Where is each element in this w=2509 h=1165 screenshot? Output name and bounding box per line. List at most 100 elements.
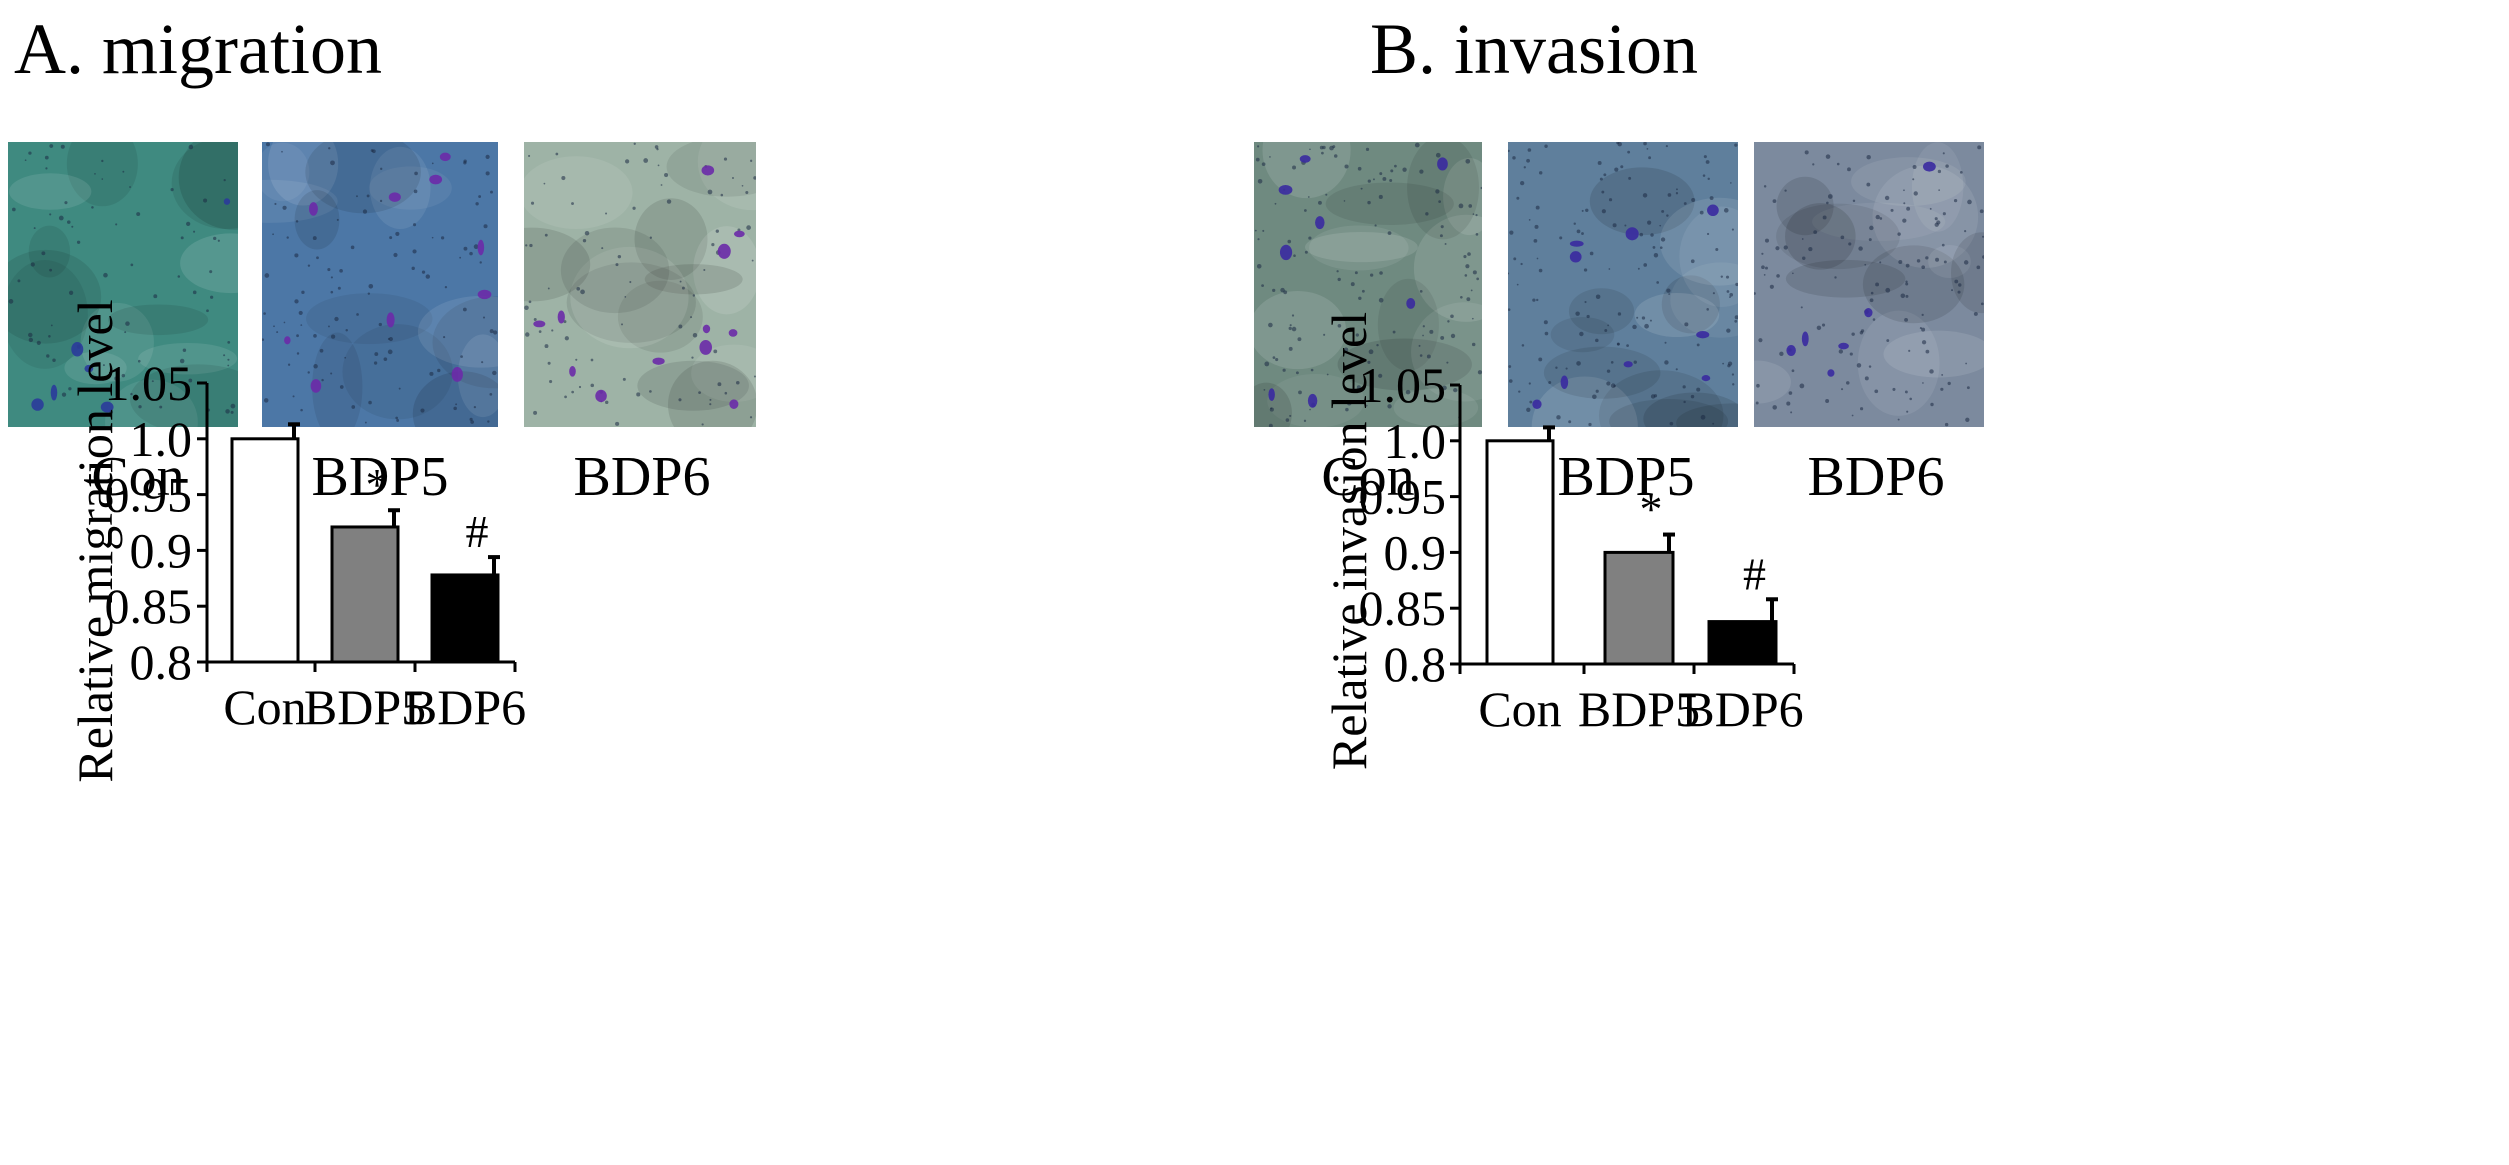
- pore-dot: [1272, 356, 1276, 359]
- pore-dot: [1938, 189, 1940, 192]
- pore-dot: [182, 348, 187, 352]
- pore-dot: [115, 223, 118, 226]
- pore-dot: [691, 356, 694, 359]
- pore-dot: [1289, 414, 1292, 417]
- pore-dot: [1864, 376, 1869, 381]
- pore-dot: [1289, 324, 1292, 327]
- pore-dot: [1405, 389, 1411, 395]
- pore-dot: [1351, 354, 1354, 357]
- pore-dot: [364, 421, 367, 424]
- pore-dot: [1858, 246, 1863, 251]
- pore-dot: [1900, 293, 1906, 299]
- pore-dot: [1903, 202, 1906, 205]
- pore-dot: [1665, 145, 1668, 148]
- pore-dot: [1446, 361, 1449, 364]
- pore-dot: [538, 330, 542, 333]
- pore-dot: [1274, 202, 1277, 205]
- micrograph-shade: [1254, 290, 1347, 370]
- micrograph-shade: [1660, 197, 1738, 286]
- pore-dot: [1941, 373, 1944, 376]
- pore-dot: [1734, 143, 1738, 147]
- stained-cell: [223, 198, 231, 205]
- pore-dot: [312, 236, 317, 241]
- pore-dot: [431, 236, 434, 239]
- stained-cell: [702, 324, 711, 334]
- pore-dot: [1791, 369, 1795, 373]
- pore-dot: [1444, 243, 1447, 245]
- pore-dot: [351, 405, 356, 409]
- pore-dot: [274, 202, 277, 206]
- pore-dot: [294, 299, 299, 304]
- y-tick-label: 0.9: [1384, 524, 1447, 580]
- pore-dot: [1539, 171, 1543, 175]
- micrograph-shade: [268, 142, 339, 206]
- pore-dot: [1628, 176, 1632, 180]
- significance-marker: *: [366, 459, 389, 510]
- micrograph-shade: [108, 304, 209, 336]
- pore-dot: [1898, 260, 1903, 265]
- panel-b-invasion: B. invasion Con BDP5 BDP6 0.8 0.85 0.9 0.95…: [1254, 0, 2509, 1165]
- pore-dot: [590, 358, 594, 362]
- pore-dot: [33, 227, 36, 230]
- bar-bdp5: [1603, 550, 1675, 666]
- pore-dot: [345, 329, 348, 332]
- pore-dot: [1840, 235, 1845, 240]
- pore-dot: [1460, 295, 1463, 299]
- micrograph-shade: [1531, 376, 1638, 427]
- pore-dot: [64, 201, 68, 205]
- pore-dot: [398, 387, 401, 390]
- pore-dot: [1755, 401, 1759, 405]
- micrograph-shade: [1785, 259, 1906, 298]
- pore-dot: [1555, 366, 1558, 369]
- pore-dot: [49, 213, 52, 216]
- pore-dot: [625, 159, 630, 164]
- micrograph-bdp6: [524, 142, 756, 427]
- pore-dot: [1616, 342, 1620, 346]
- pore-dot: [366, 194, 370, 198]
- y-tick-label: 0.9: [130, 522, 193, 578]
- y-axis-label: Relative invasion level: [1321, 312, 1377, 770]
- pore-dot: [622, 377, 626, 381]
- pore-dot: [1977, 145, 1982, 150]
- micrograph-shade: [1634, 292, 1720, 338]
- pore-dot: [1906, 410, 1909, 413]
- micrograph-label: Con: [1321, 446, 1415, 508]
- micrograph-shade: [570, 246, 689, 349]
- pore-dot: [1521, 344, 1525, 347]
- pore-dot: [1465, 264, 1470, 269]
- pore-dot: [1257, 145, 1260, 148]
- pore-dot: [52, 358, 56, 362]
- stained-cell: [717, 243, 731, 259]
- pore-dot: [58, 215, 64, 221]
- pore-dot: [1257, 238, 1260, 241]
- pore-dot: [1585, 208, 1589, 212]
- pore-dot: [300, 408, 303, 412]
- pore-dot: [1954, 279, 1959, 284]
- pore-dot: [1870, 291, 1874, 295]
- pore-dot: [490, 190, 493, 194]
- pore-dot: [1936, 220, 1941, 225]
- significance-marker: #: [466, 506, 489, 557]
- pore-dot: [1438, 384, 1440, 387]
- pore-dot: [605, 212, 608, 215]
- pore-dot: [1702, 174, 1706, 177]
- micrograph-bdp5: [262, 142, 498, 427]
- micrograph-shade: [693, 226, 756, 315]
- pore-dot: [1958, 283, 1962, 287]
- pore-dot: [1764, 238, 1770, 243]
- pore-dot: [745, 191, 749, 195]
- pore-dot: [1293, 254, 1296, 258]
- pore-dot: [330, 372, 333, 375]
- pore-dot: [731, 177, 734, 180]
- pore-dot: [344, 356, 347, 359]
- pore-dot: [122, 170, 125, 173]
- pore-dot: [61, 392, 67, 397]
- pore-dot: [1535, 205, 1540, 210]
- pore-dot: [125, 321, 130, 326]
- pore-dot: [339, 269, 343, 273]
- pore-dot: [1465, 158, 1471, 164]
- pore-dot: [1929, 207, 1932, 210]
- pore-dot: [656, 147, 659, 151]
- micrograph-image: [1508, 142, 1738, 427]
- pore-dot: [263, 312, 266, 315]
